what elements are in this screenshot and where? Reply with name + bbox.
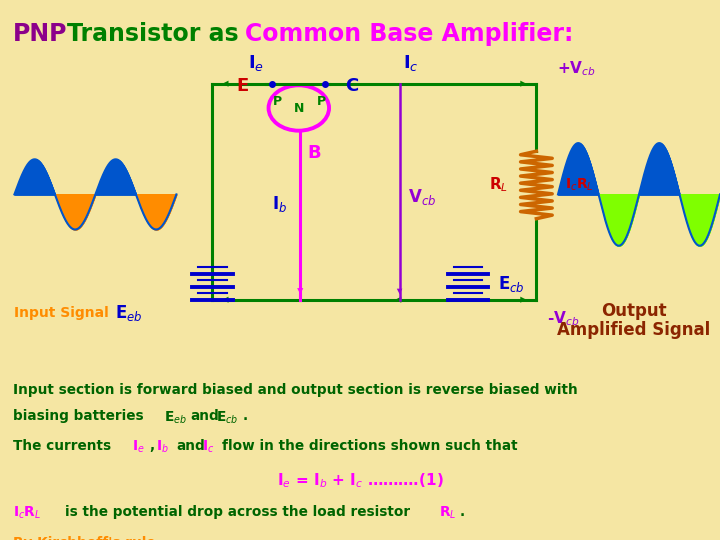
Text: E$_{eb}$: E$_{eb}$ [115, 303, 143, 323]
Text: E: E [236, 77, 249, 96]
Text: flow in the directions shown such that: flow in the directions shown such that [222, 439, 518, 453]
Text: C: C [345, 77, 358, 96]
Text: Common Base Amplifier:: Common Base Amplifier: [245, 22, 573, 45]
Text: Amplified Signal: Amplified Signal [557, 321, 710, 339]
Text: P: P [318, 95, 326, 108]
Text: I$_c$R$_L$: I$_c$R$_L$ [13, 505, 41, 521]
Text: is the potential drop across the load resistor: is the potential drop across the load re… [65, 505, 410, 519]
Text: N: N [294, 102, 305, 114]
Text: I$_c$: I$_c$ [202, 439, 215, 455]
Text: PNP: PNP [13, 22, 68, 45]
Text: R$_L$: R$_L$ [490, 176, 508, 194]
Text: .: . [243, 409, 248, 423]
Text: E$_{cb}$: E$_{cb}$ [216, 409, 238, 426]
Text: By Kirchhoff's rule,: By Kirchhoff's rule, [13, 536, 161, 540]
Text: The currents: The currents [13, 439, 116, 453]
Text: P: P [273, 95, 282, 108]
Text: B: B [307, 144, 321, 162]
Text: R$_L$: R$_L$ [439, 505, 456, 521]
Text: -V$_{cb}$: -V$_{cb}$ [547, 309, 580, 328]
Text: I$_b$: I$_b$ [156, 439, 169, 455]
Text: Transistor as: Transistor as [67, 22, 238, 45]
Text: Input Signal: Input Signal [14, 306, 109, 320]
Text: and: and [176, 439, 205, 453]
Text: E$_{eb}$: E$_{eb}$ [164, 409, 187, 426]
Text: and: and [191, 409, 220, 423]
Text: +V$_{cb}$: +V$_{cb}$ [557, 59, 595, 78]
Text: Input section is forward biased and output section is reverse biased with: Input section is forward biased and outp… [13, 383, 577, 397]
Text: biasing batteries: biasing batteries [13, 409, 148, 423]
Text: V$_{cb}$: V$_{cb}$ [408, 187, 436, 207]
Text: ,: , [149, 439, 154, 453]
Text: I$_e$: I$_e$ [248, 53, 264, 73]
Text: .: . [459, 505, 464, 519]
Text: Output: Output [600, 302, 667, 320]
Text: I$_b$: I$_b$ [272, 194, 288, 214]
Text: I$_e$: I$_e$ [132, 439, 145, 455]
Text: I$_c$R$_L$: I$_c$R$_L$ [565, 177, 594, 193]
Text: I$_c$: I$_c$ [402, 53, 418, 73]
Text: I$_e$ = I$_b$ + I$_c$ ……….(1): I$_e$ = I$_b$ + I$_c$ ……….(1) [276, 471, 444, 490]
Text: E$_{cb}$: E$_{cb}$ [498, 273, 525, 294]
